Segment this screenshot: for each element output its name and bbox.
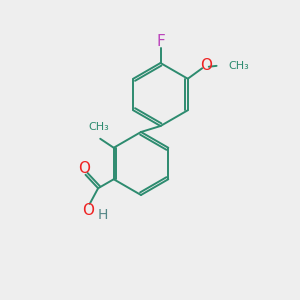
Text: O: O — [82, 203, 94, 218]
Text: CH₃: CH₃ — [228, 61, 249, 71]
Text: O: O — [200, 58, 212, 74]
Text: CH₃: CH₃ — [88, 122, 109, 132]
Text: H: H — [97, 208, 108, 222]
Text: F: F — [156, 34, 165, 49]
Text: O: O — [78, 161, 90, 176]
